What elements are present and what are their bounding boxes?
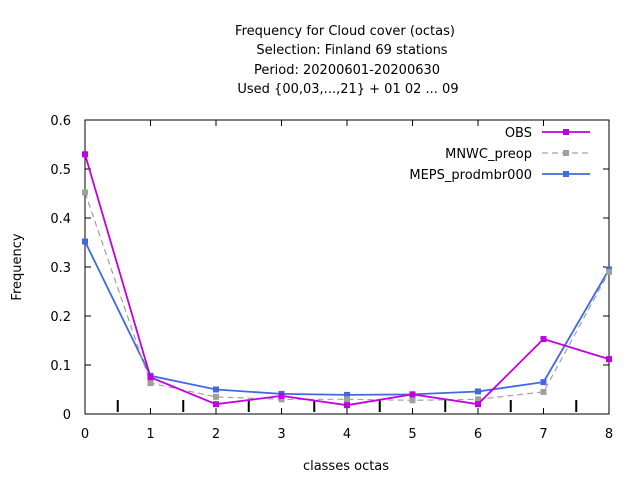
x-tick-label: 2: [212, 427, 220, 442]
point-OBS: [82, 151, 88, 158]
title-line-4: Used {00,03,...,21} + 01 02 ... 09: [237, 82, 458, 97]
title-line-1: Frequency for Cloud cover (octas): [235, 24, 455, 39]
point-MNWC_preop: [278, 396, 285, 403]
y-axis-label: Frequency: [10, 233, 25, 300]
legend-marker: [563, 150, 569, 156]
series-line-OBS: [84, 154, 610, 407]
legend-label: MEPS_prodmbr000: [409, 168, 532, 183]
point-MEPS_prodmbr000: [82, 238, 88, 245]
point-OBS: [213, 401, 219, 408]
point-MNWC_preop: [409, 397, 416, 404]
x-tick-label: 4: [343, 427, 351, 442]
x-tick-label: 7: [539, 427, 547, 442]
y-tick-label: 0.4: [50, 212, 71, 227]
point-OBS: [278, 392, 285, 399]
point-OBS: [344, 402, 350, 409]
point-MNWC_preop: [147, 380, 154, 387]
x-tick-label: 0: [81, 427, 89, 442]
series-line-MEPS_prodmbr000: [84, 241, 610, 396]
chart-title: Frequency for Cloud cover (octas) Select…: [235, 24, 459, 97]
point-OBS: [475, 401, 481, 408]
point-MEPS_prodmbr000: [213, 386, 219, 393]
point-MEPS_prodmbr000: [540, 379, 547, 386]
title-line-2: Selection: Finland 69 stations: [256, 43, 447, 58]
point-MNWC_preop: [82, 189, 88, 196]
point-MEPS_prodmbr000: [344, 391, 350, 398]
point-MNWC_preop: [540, 388, 547, 395]
point-MNWC_preop: [213, 393, 219, 400]
x-tick-label: 8: [605, 427, 613, 442]
point-MNWC_preop: [606, 268, 612, 275]
x-axis-label: classes octas: [303, 459, 389, 474]
legend-marker: [563, 171, 569, 177]
legend-label: MNWC_preop: [445, 147, 532, 162]
y-tick-label: 0.3: [50, 261, 71, 276]
point-MEPS_prodmbr000: [475, 388, 481, 395]
legend-marker: [563, 129, 569, 135]
y-tick-label: 0.6: [50, 114, 71, 129]
y-tick-label: 0.1: [50, 359, 71, 374]
x-tick-label: 3: [277, 427, 285, 442]
point-MNWC_preop: [344, 396, 350, 403]
y-tick-label: 0.5: [50, 163, 71, 178]
x-tick-label: 5: [408, 427, 416, 442]
point-OBS: [409, 391, 416, 398]
y-tick-label: 0.2: [50, 310, 71, 325]
legend-label: OBS: [505, 126, 532, 141]
x-tick-label: 1: [146, 427, 154, 442]
point-OBS: [540, 336, 547, 343]
plot-frame: [84, 119, 610, 415]
y-tick-label: 0: [63, 408, 71, 423]
point-MNWC_preop: [475, 396, 481, 403]
title-line-3: Period: 20200601-20200630: [254, 63, 440, 78]
point-OBS: [606, 356, 612, 363]
x-tick-label: 6: [474, 427, 482, 442]
series-line-MNWC_preop: [84, 192, 610, 401]
point-OBS: [147, 374, 154, 381]
